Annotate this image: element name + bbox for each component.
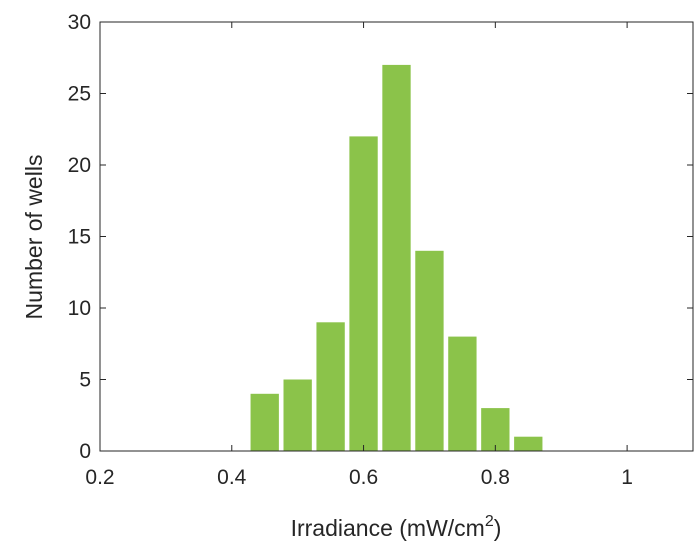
histogram-bar-3 (349, 136, 378, 451)
x-axis-title: Irradiance (mW/cm2) (291, 513, 502, 541)
y-axis-title: Number of wells (21, 155, 47, 320)
x-tick-label: 0.4 (217, 466, 247, 489)
y-tick-label: 30 (68, 11, 91, 34)
x-tick-label: 0.2 (85, 466, 114, 489)
histogram-bar-1 (283, 379, 312, 451)
histogram-bar-0 (250, 393, 279, 451)
histogram-bar-4 (382, 64, 411, 452)
histogram-bar-7 (481, 408, 510, 451)
x-axis-title-superscript: 2 (485, 513, 494, 530)
histogram-bar-6 (448, 336, 477, 451)
y-tick-label: 5 (79, 369, 91, 392)
y-tick-label: 20 (68, 154, 91, 177)
y-tick-label: 10 (68, 297, 91, 320)
y-tick-label: 15 (68, 226, 91, 249)
x-tick-label: 1 (621, 466, 633, 489)
x-axis-title-main: Irradiance (mW/cm (291, 515, 485, 541)
x-tick-label: 0.8 (481, 466, 510, 489)
y-tick-label: 0 (79, 440, 91, 463)
histogram-bar-5 (415, 250, 444, 451)
histogram-bar-2 (316, 322, 345, 451)
histogram-bar-8 (514, 436, 543, 451)
y-tick-label: 25 (68, 83, 91, 106)
bars-group (250, 64, 543, 452)
x-axis-title-close: ) (494, 515, 502, 541)
x-tick-label: 0.6 (349, 466, 378, 489)
